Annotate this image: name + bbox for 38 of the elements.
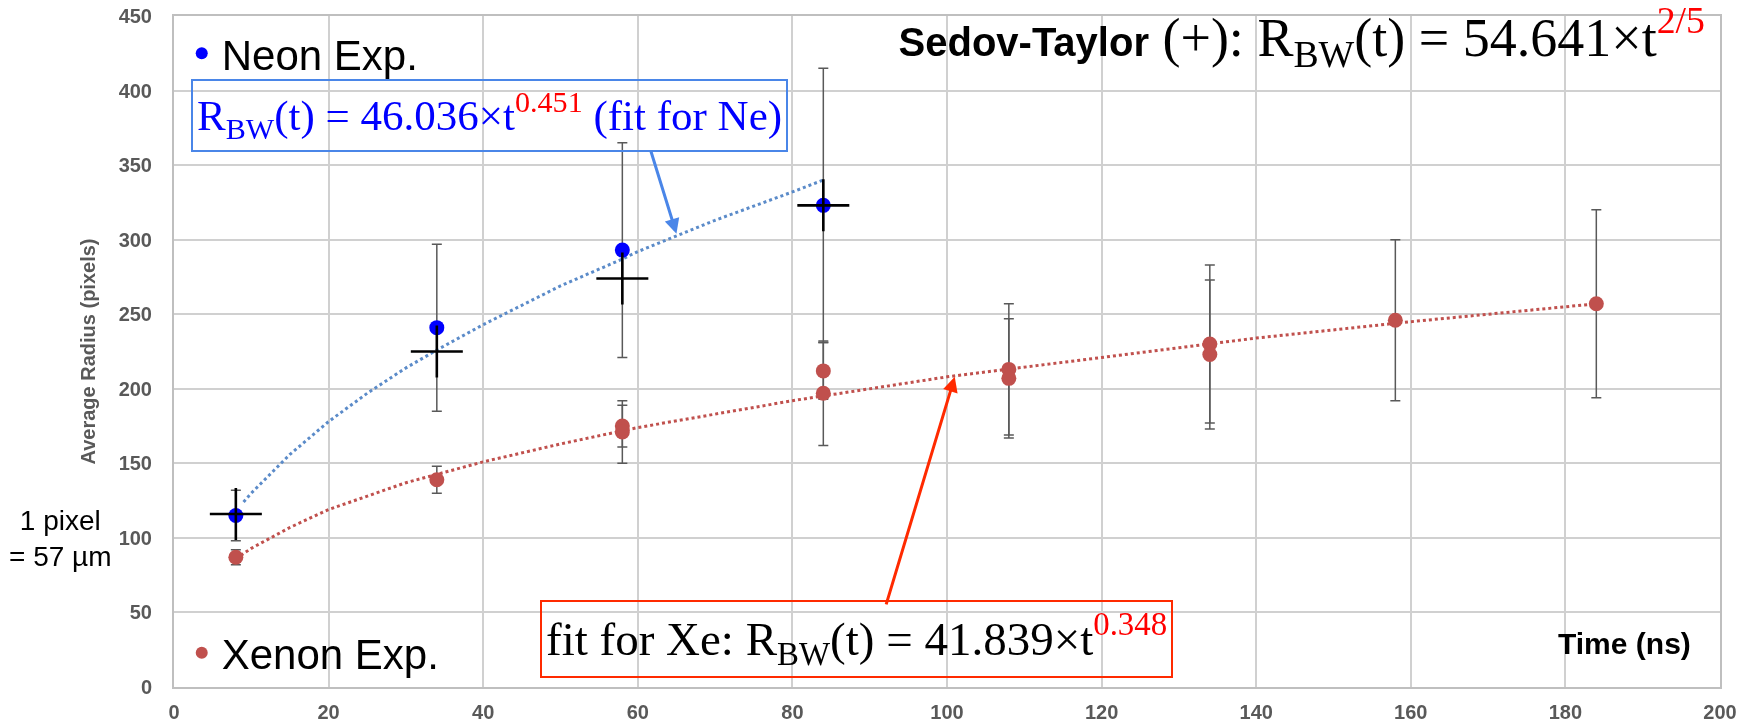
point: [1588, 296, 1604, 312]
point: [596, 252, 649, 305]
y-tick-label: 50: [129, 601, 152, 624]
point: [429, 472, 445, 488]
point: [797, 179, 850, 232]
x-tick-label: 200: [1703, 701, 1737, 723]
x-axis-title: Time (ns): [1558, 627, 1691, 660]
point: [815, 385, 831, 401]
x-tick-label: 20: [317, 701, 340, 723]
y-tick-label: 150: [118, 452, 152, 475]
chart-title: Sedov-Taylor (+): R$_{BW}$(t) = 54.641×t$^{2/5}$: [898, 0, 1705, 76]
x-tick-label: 100: [930, 701, 964, 723]
y-tick-label: 450: [118, 5, 152, 27]
x-tick-label: 180: [1548, 701, 1583, 723]
y-tick-label: 200: [118, 377, 152, 400]
x-tick-label: 120: [1084, 701, 1119, 723]
y-axis-title: Average Radius (pixels): [76, 238, 99, 465]
point: [410, 325, 463, 378]
y-tick-label: 300: [118, 228, 152, 251]
x-tick-label: 0: [168, 701, 180, 723]
annotation: R$_{BW}$(t) = 46.036×t$^{0.451}$ (fit for Ne): [197, 85, 783, 147]
point: [1387, 312, 1403, 328]
x-tick-label: 140: [1239, 701, 1273, 723]
y-tick-label: 250: [118, 303, 152, 326]
x-tick-label: 160: [1394, 701, 1428, 723]
annotation: fit for Xe: R$_{BW}$(t) = 41.839×t$^{0.348}$: [546, 606, 1168, 672]
x-tick-label: 60: [626, 701, 649, 723]
point: [815, 363, 831, 379]
x-tick-label: 40: [472, 701, 495, 723]
text: 1 pixel = 57 µm: [9, 505, 112, 573]
y-tick-label: 100: [118, 526, 152, 549]
y-tick-label: 400: [118, 79, 152, 102]
y-tick-label: 0: [140, 676, 152, 698]
y-tick-label: 350: [118, 154, 152, 177]
legend-label: Xenon Exp.: [221, 631, 439, 679]
x-tick-label: 80: [781, 701, 804, 723]
line-series: [242, 178, 825, 504]
legend-label: Neon Exp.: [221, 31, 418, 79]
